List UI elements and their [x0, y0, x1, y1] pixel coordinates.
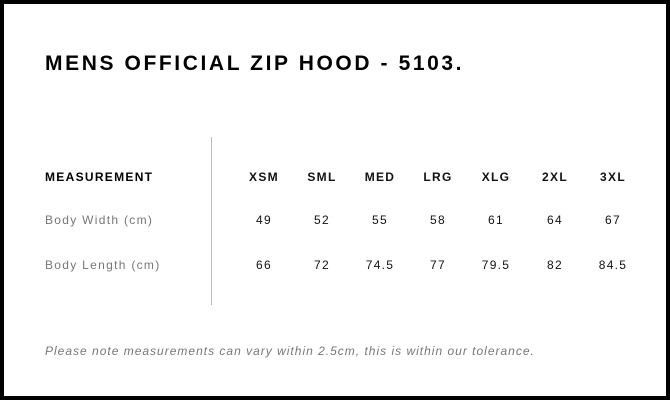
size-header: XSM [249, 170, 279, 184]
measurement-value: 79.5 [481, 258, 511, 272]
row-label: Body Width (cm) [45, 213, 154, 227]
size-header: XLG [481, 170, 511, 184]
measurement-value: 55 [372, 213, 388, 227]
measurement-value: 66 [256, 258, 272, 272]
measurement-value: 58 [430, 213, 446, 227]
measurement-value: 84.5 [598, 258, 628, 272]
row-label: Body Length (cm) [45, 258, 161, 272]
measurement-value: 82 [547, 258, 563, 272]
column-divider [211, 137, 212, 305]
measurement-value: 64 [547, 213, 563, 227]
measurement-value: 67 [605, 213, 621, 227]
tolerance-note: Please note measurements can vary within… [45, 344, 535, 358]
size-header: LRG [423, 170, 453, 184]
measurement-value: 52 [314, 213, 330, 227]
size-header: 2XL [542, 170, 568, 184]
size-header: MED [364, 170, 396, 184]
measurement-value: 77 [430, 258, 446, 272]
measurement-value: 49 [256, 213, 272, 227]
measurement-value: 61 [488, 213, 504, 227]
header-label: MEASUREMENT [45, 170, 154, 184]
measurement-value: 72 [314, 258, 330, 272]
size-header: 3XL [600, 170, 626, 184]
measurement-value: 74.5 [365, 258, 395, 272]
size-header: SML [307, 170, 337, 184]
page-title: MENS OFFICIAL ZIP HOOD - 5103. [45, 52, 465, 75]
